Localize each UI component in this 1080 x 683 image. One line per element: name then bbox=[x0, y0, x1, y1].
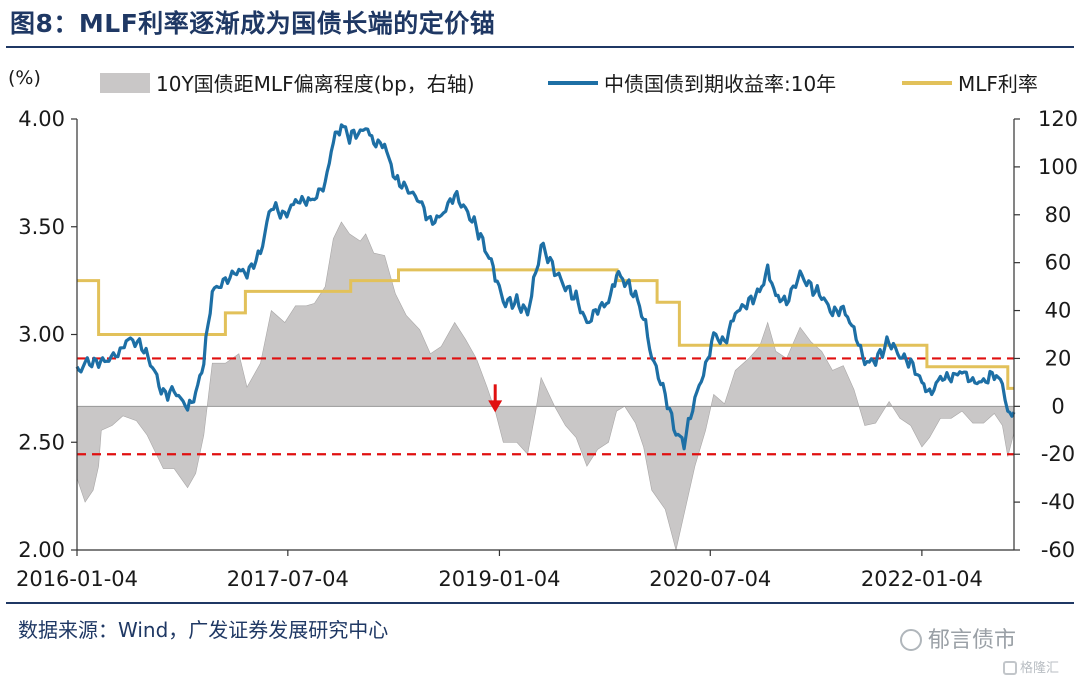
right-tick-label: -40 bbox=[1041, 490, 1075, 514]
left-axis-unit: (%) bbox=[8, 67, 41, 89]
wechat-icon bbox=[900, 629, 922, 651]
x-tick-label: 2019-01-04 bbox=[438, 567, 560, 591]
legend-swatch-deviation bbox=[100, 73, 150, 93]
footer-divider bbox=[6, 602, 1074, 604]
legend-label-mlf: MLF利率 bbox=[958, 72, 1038, 96]
right-tick-label: 120 bbox=[1038, 107, 1078, 131]
legend-label-yield: 中债国债到期收益率:10年 bbox=[604, 72, 836, 96]
deviation-area-series bbox=[76, 221, 1015, 551]
x-tick-label: 2016-01-04 bbox=[16, 567, 138, 591]
watermark-text: 郁言债市 bbox=[928, 628, 1017, 653]
mlf-rate-series bbox=[77, 268, 1014, 390]
annotations bbox=[488, 384, 503, 413]
reference-lines bbox=[77, 357, 1014, 456]
x-tick-label: 2017-07-04 bbox=[227, 567, 349, 591]
arrow-down-icon bbox=[488, 400, 503, 413]
watermark-sub-text: 格隆汇 bbox=[1020, 661, 1060, 676]
left-tick-label: 3.50 bbox=[18, 215, 65, 239]
watermark-sub: 格隆汇 bbox=[1003, 657, 1059, 676]
gelonghui-logo-icon bbox=[1003, 661, 1017, 675]
watermark: 郁言债市 bbox=[900, 622, 1016, 654]
left-tick-label: 4.00 bbox=[18, 107, 65, 131]
axes: 2.00 2.50 3.00 3.50 4.00 (%) -60 -40 -20 0 20 40 60 8… bbox=[8, 67, 1078, 591]
right-tick-label: 100 bbox=[1038, 155, 1078, 179]
right-tick-label: -60 bbox=[1041, 538, 1075, 562]
right-tick-label: 60 bbox=[1045, 251, 1072, 275]
deviation-area bbox=[76, 221, 1015, 551]
right-tick-label: 80 bbox=[1045, 203, 1072, 227]
chart: 2.00 2.50 3.00 3.50 4.00 (%) -60 -40 -20 0 20 40 60 8… bbox=[8, 67, 1078, 591]
left-tick-label: 2.00 bbox=[18, 538, 65, 562]
x-tick-label: 2020-07-04 bbox=[649, 567, 771, 591]
left-tick-label: 2.50 bbox=[18, 430, 65, 454]
x-tick-label: 2022-01-04 bbox=[861, 567, 983, 591]
left-tick-label: 3.00 bbox=[18, 323, 65, 347]
yield-10y-line bbox=[75, 123, 1016, 451]
right-tick-label: 40 bbox=[1045, 299, 1072, 323]
legend: 10Y国债距MLF偏离程度(bp，右轴) 中债国债到期收益率:10年 MLF利率 bbox=[100, 72, 1038, 96]
yield-10y-series bbox=[75, 123, 1016, 451]
source-note: 数据来源：Wind，广发证券发展研究中心 bbox=[18, 618, 389, 642]
right-tick-label: 20 bbox=[1045, 346, 1072, 370]
right-tick-label: 0 bbox=[1051, 394, 1064, 418]
right-tick-label: -20 bbox=[1041, 442, 1075, 466]
figure-title: 图8：MLF利率逐渐成为国债长端的定价锚 bbox=[10, 9, 496, 38]
mlf-rate-line bbox=[77, 268, 1014, 390]
legend-label-deviation: 10Y国债距MLF偏离程度(bp，右轴) bbox=[156, 72, 475, 96]
title-divider bbox=[6, 46, 1074, 48]
